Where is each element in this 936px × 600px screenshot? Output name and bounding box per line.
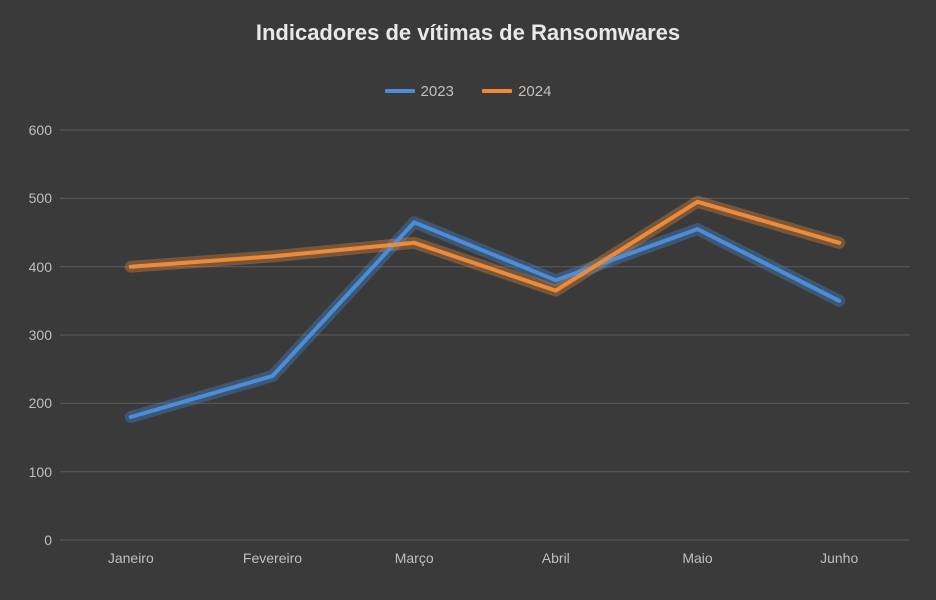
legend-swatch-2024 (482, 89, 512, 93)
y-tick-label: 100 (29, 464, 52, 480)
y-tick-label: 0 (44, 532, 52, 548)
y-tick-label: 400 (29, 259, 52, 275)
y-tick-label: 200 (29, 395, 52, 411)
legend-item-2023: 2023 (385, 83, 454, 100)
x-tick-label: Janeiro (108, 550, 154, 566)
x-tick-label: Maio (682, 550, 712, 566)
plot-svg (60, 130, 910, 540)
plot-area (60, 130, 910, 540)
x-tick-label: Março (395, 550, 434, 566)
gridlines (60, 130, 910, 540)
chart-legend: 2023 2024 (0, 80, 936, 100)
legend-label: 2023 (421, 83, 454, 100)
x-tick-label: Junho (820, 550, 858, 566)
x-tick-label: Fevereiro (243, 550, 302, 566)
legend-label: 2024 (518, 83, 551, 100)
chart-container: Indicadores de vítimas de Ransomwares 20… (0, 0, 936, 600)
legend-swatch-2023 (385, 89, 415, 93)
y-tick-label: 500 (29, 190, 52, 206)
y-tick-label: 300 (29, 327, 52, 343)
x-tick-label: Abril (542, 550, 570, 566)
y-tick-label: 600 (29, 122, 52, 138)
legend-item-2024: 2024 (482, 83, 551, 100)
chart-title: Indicadores de vítimas de Ransomwares (0, 20, 936, 46)
